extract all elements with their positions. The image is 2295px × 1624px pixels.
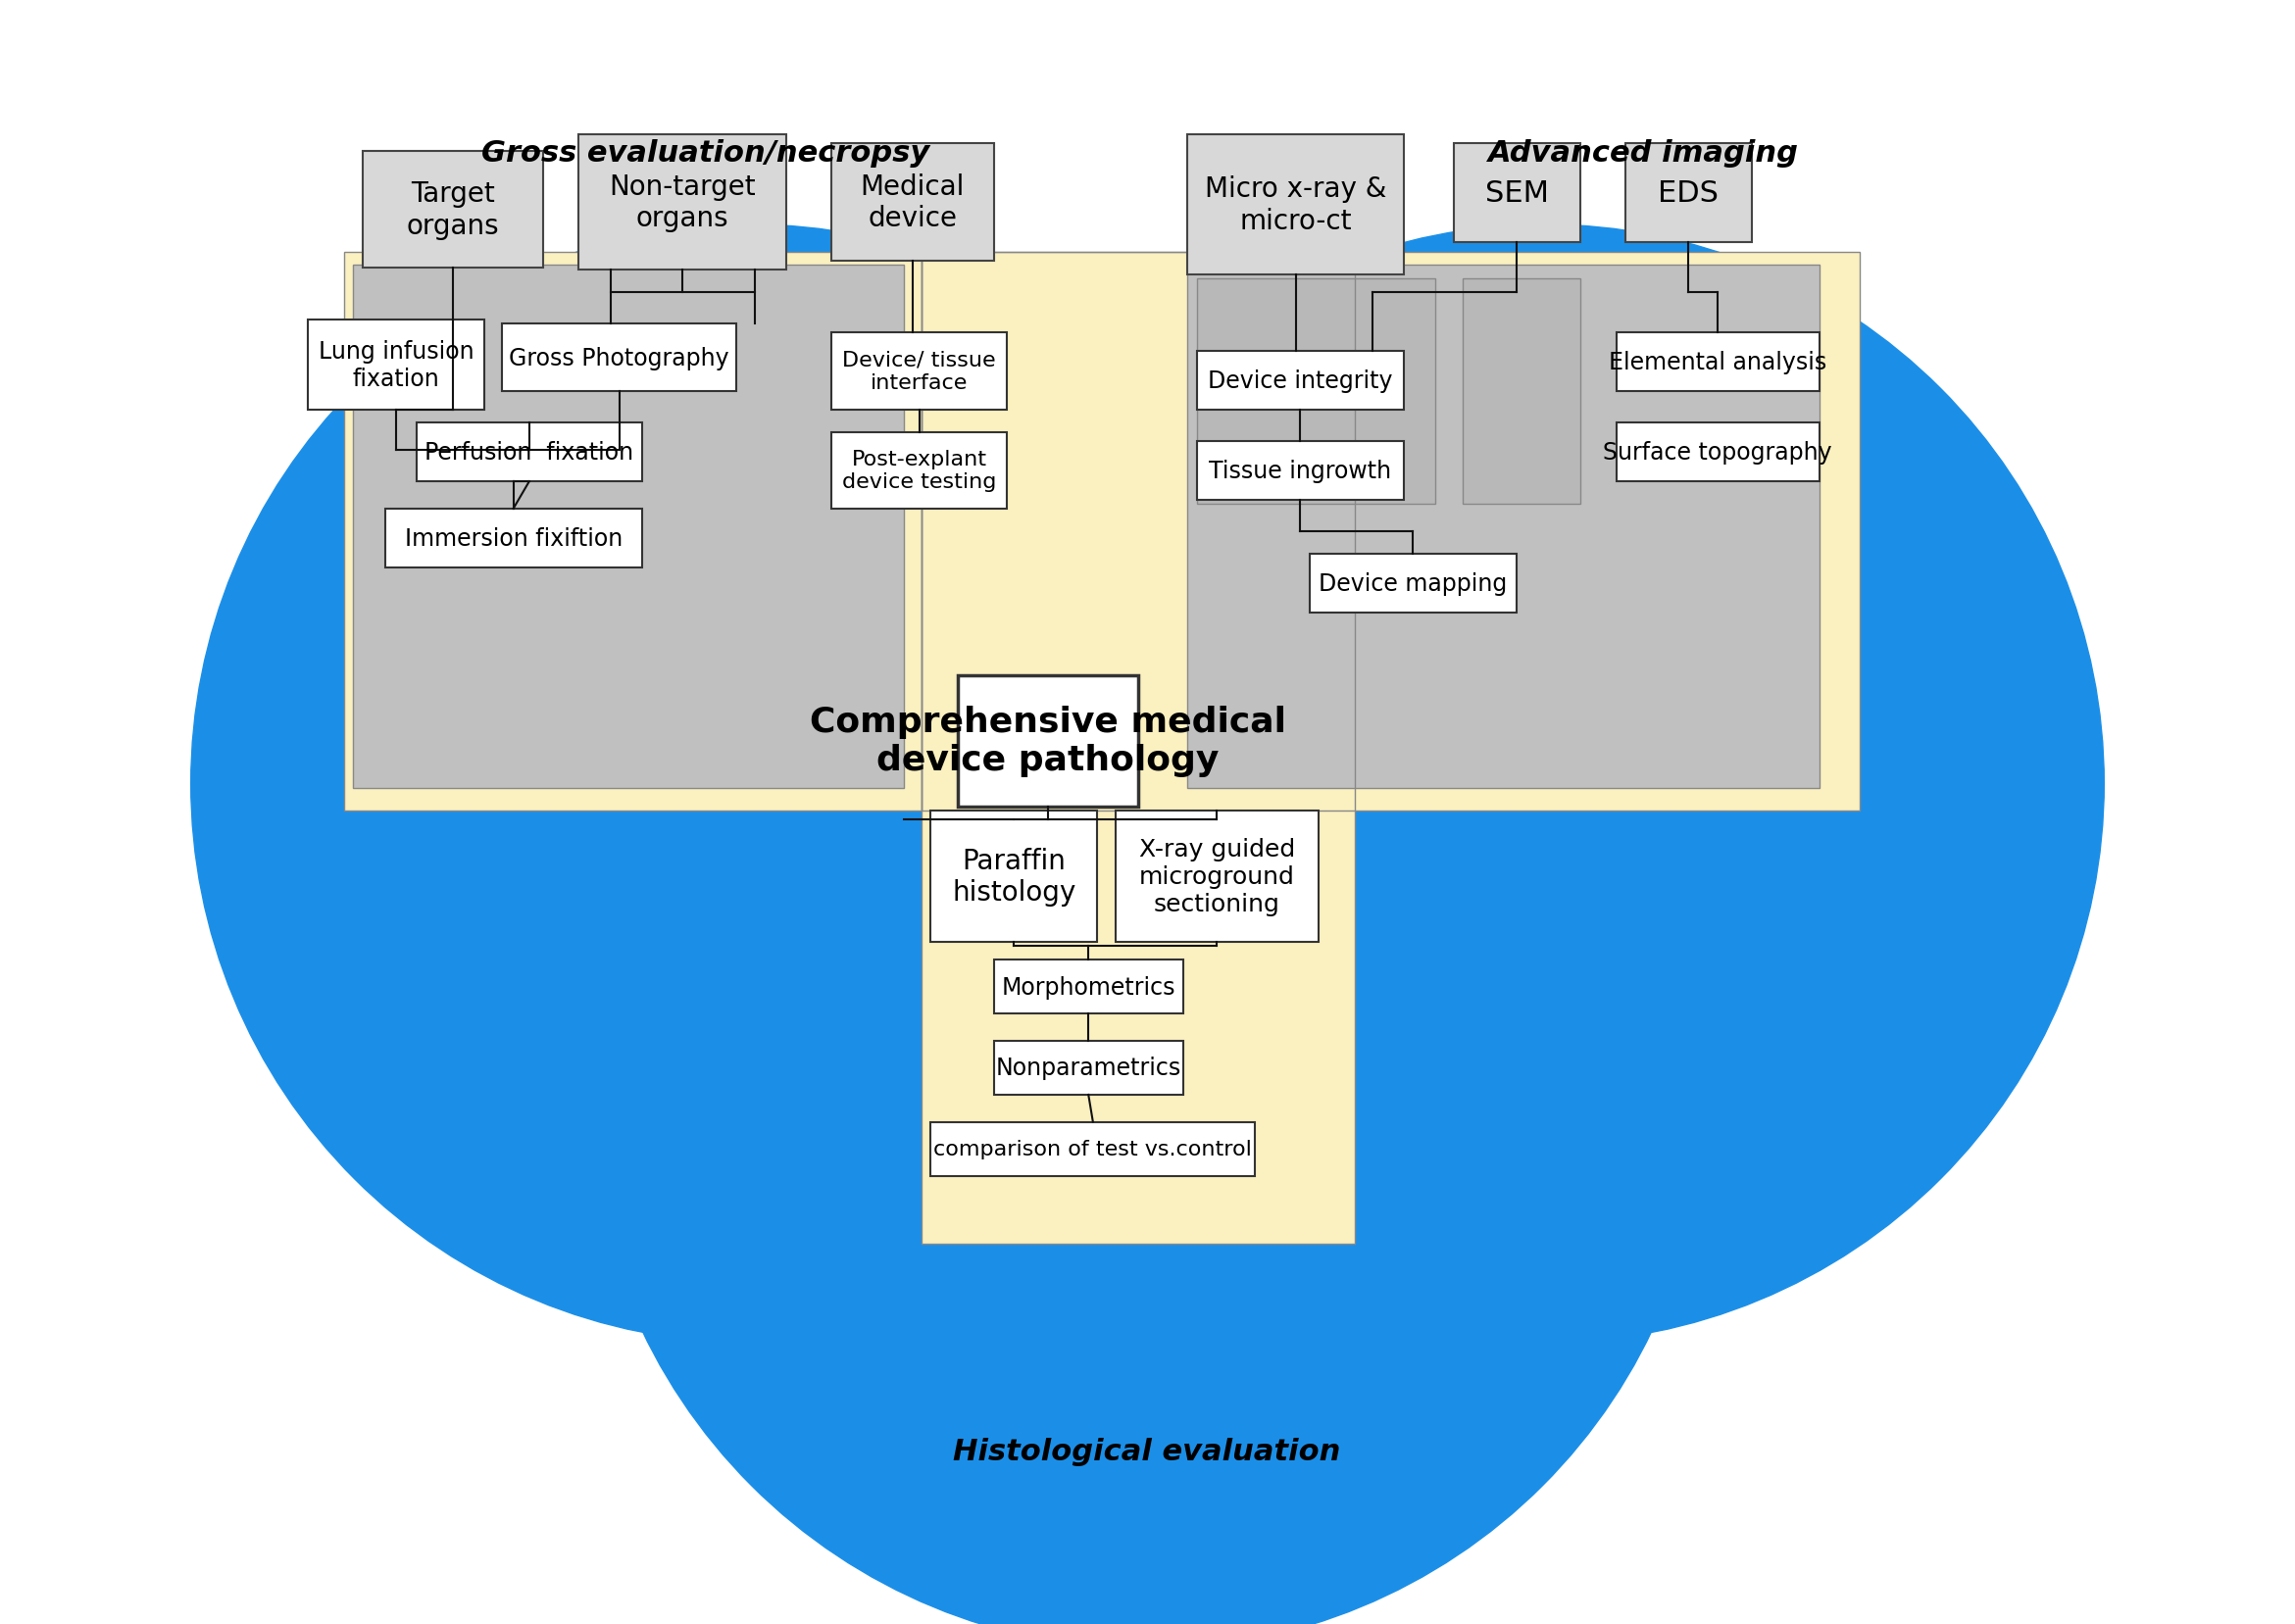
Text: Paraffin
histology: Paraffin histology bbox=[952, 846, 1076, 906]
FancyBboxPatch shape bbox=[363, 151, 542, 268]
FancyBboxPatch shape bbox=[386, 510, 643, 568]
FancyBboxPatch shape bbox=[1616, 424, 1820, 482]
Text: Surface topography: Surface topography bbox=[1604, 442, 1831, 464]
FancyBboxPatch shape bbox=[1187, 135, 1405, 274]
Text: EDS: EDS bbox=[1657, 180, 1719, 208]
FancyBboxPatch shape bbox=[308, 320, 484, 411]
FancyBboxPatch shape bbox=[923, 252, 1859, 810]
Text: Histological evaluation: Histological evaluation bbox=[952, 1437, 1340, 1465]
Circle shape bbox=[190, 226, 1310, 1343]
Text: Gross Photography: Gross Photography bbox=[509, 346, 730, 370]
Text: Immersion fixiftion: Immersion fixiftion bbox=[404, 526, 622, 551]
FancyBboxPatch shape bbox=[1196, 442, 1405, 500]
Text: comparison of test vs.control: comparison of test vs.control bbox=[934, 1140, 1253, 1160]
Text: Gross evaluation/necropsy: Gross evaluation/necropsy bbox=[482, 140, 929, 167]
FancyBboxPatch shape bbox=[1453, 145, 1579, 244]
FancyBboxPatch shape bbox=[578, 135, 787, 270]
FancyBboxPatch shape bbox=[831, 145, 994, 261]
FancyBboxPatch shape bbox=[1187, 266, 1820, 789]
Text: Device mapping: Device mapping bbox=[1320, 572, 1508, 596]
FancyBboxPatch shape bbox=[1115, 810, 1317, 942]
FancyBboxPatch shape bbox=[923, 252, 1354, 1244]
Text: Lung infusion
fixation: Lung infusion fixation bbox=[319, 339, 473, 390]
FancyBboxPatch shape bbox=[994, 1041, 1184, 1095]
FancyBboxPatch shape bbox=[1196, 351, 1405, 411]
Circle shape bbox=[985, 226, 2105, 1343]
Text: Device integrity: Device integrity bbox=[1207, 369, 1393, 393]
FancyBboxPatch shape bbox=[415, 424, 643, 482]
Text: Advanced imaging: Advanced imaging bbox=[1487, 140, 1799, 167]
FancyBboxPatch shape bbox=[831, 333, 1008, 411]
FancyBboxPatch shape bbox=[1196, 279, 1437, 505]
Text: Comprehensive medical
device pathology: Comprehensive medical device pathology bbox=[810, 705, 1285, 778]
FancyBboxPatch shape bbox=[344, 252, 923, 810]
FancyBboxPatch shape bbox=[1625, 145, 1751, 244]
FancyBboxPatch shape bbox=[957, 676, 1138, 807]
Text: Tissue ingrowth: Tissue ingrowth bbox=[1209, 460, 1391, 482]
FancyBboxPatch shape bbox=[1462, 279, 1579, 505]
Text: Perfusion  fixation: Perfusion fixation bbox=[425, 442, 633, 464]
FancyBboxPatch shape bbox=[994, 960, 1184, 1013]
FancyBboxPatch shape bbox=[831, 432, 1008, 510]
Text: Morphometrics: Morphometrics bbox=[1001, 974, 1175, 999]
FancyBboxPatch shape bbox=[929, 1122, 1255, 1176]
Text: Micro x-ray &
micro-ct: Micro x-ray & micro-ct bbox=[1205, 175, 1386, 234]
Text: Target
organs: Target organs bbox=[406, 180, 498, 240]
Text: Nonparametrics: Nonparametrics bbox=[996, 1056, 1182, 1080]
FancyBboxPatch shape bbox=[503, 325, 737, 391]
Text: Elemental analysis: Elemental analysis bbox=[1609, 351, 1827, 375]
Text: Device/ tissue
interface: Device/ tissue interface bbox=[842, 351, 996, 393]
FancyBboxPatch shape bbox=[1616, 333, 1820, 391]
FancyBboxPatch shape bbox=[353, 266, 904, 789]
Text: Post-explant
device testing: Post-explant device testing bbox=[842, 450, 996, 492]
FancyBboxPatch shape bbox=[929, 810, 1097, 942]
Text: Non-target
organs: Non-target organs bbox=[608, 174, 755, 232]
Text: SEM: SEM bbox=[1485, 180, 1549, 208]
Text: Medical
device: Medical device bbox=[861, 174, 964, 232]
FancyBboxPatch shape bbox=[1310, 554, 1517, 612]
Text: X-ray guided
microground
sectioning: X-ray guided microground sectioning bbox=[1138, 838, 1294, 916]
Circle shape bbox=[588, 531, 1705, 1624]
